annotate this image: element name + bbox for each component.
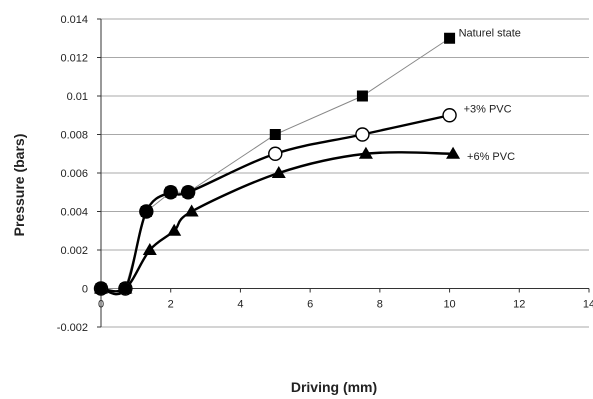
y-tick-label: 0.012 [60,53,88,65]
x-tick-label: 0 [98,299,104,311]
data-point [139,205,153,218]
data-point [167,223,182,236]
y-tick-label: 0.008 [60,130,88,142]
x-tick-label: 8 [377,299,383,311]
x-tick-label: 2 [168,299,174,311]
data-point [95,282,107,295]
y-tick-labels: -0.002 0 0.002 0.004 0.006 0.008 0.01 0.012 0.01… [57,14,88,334]
series-markers [93,32,461,296]
data-point [119,282,132,295]
series-labels: Naturel state +3% PVC +6% PVC [459,27,521,163]
data-point [355,127,370,142]
x-tick-label: 6 [307,299,313,311]
x-axis-title: Driving (mm) [291,379,377,395]
series-label-6-pvc: +6% PVC [467,151,515,163]
data-point [142,243,157,255]
series-lines [100,37,454,296]
data-point [271,166,286,178]
series-label-3-pvc: +3% PVC [464,103,512,115]
data-point [269,129,281,140]
x-tick-label: 4 [237,299,243,311]
y-tick-label: 0.006 [60,168,88,180]
data-point [181,185,195,199]
y-tick-label: 0 [82,284,88,296]
data-point [446,146,461,159]
gridlines [101,18,589,328]
data-point [442,108,457,123]
x-tick-label: 10 [443,299,455,311]
data-point [444,32,456,44]
y-tick-label: 0.004 [60,207,88,219]
y-axis-title: Pressure (bars) [11,134,27,237]
x-tick-label: 14 [583,299,593,311]
series-label-naturel-state: Naturel state [459,27,521,39]
x-tick-label: 12 [513,299,525,311]
series-line-3-pvc [100,114,450,296]
y-tick-label: 0.01 [67,91,88,103]
data-point [356,90,368,102]
data-point [184,204,199,217]
x-tick-labels: 0 2 4 6 8 10 12 14 [98,299,593,311]
data-point [164,185,178,199]
y-tick-label: -0.002 [57,322,88,334]
data-point [268,146,283,161]
y-tick-label: 0.002 [60,245,88,257]
y-tick-label: 0.014 [60,14,88,26]
data-point [358,146,373,159]
